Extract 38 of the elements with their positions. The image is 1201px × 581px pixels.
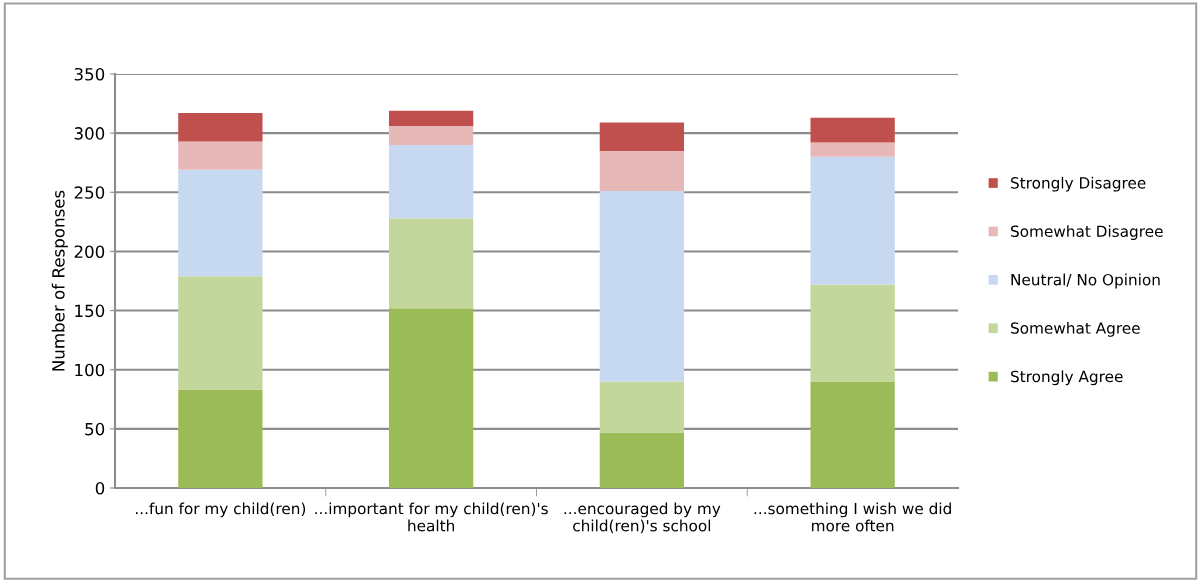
bar <box>178 141 263 170</box>
y-axis-title: Number of Responses <box>51 190 68 371</box>
y-tick-label: 350 <box>74 67 105 81</box>
bar <box>178 113 263 142</box>
y-tick-label: 300 <box>74 127 105 140</box>
bar <box>178 276 263 390</box>
y-tick-label: 150 <box>75 304 105 318</box>
x-tick-label: ...important for my child(ren)'s health <box>315 502 548 532</box>
x-tick-label: ...fun for my child(ren) <box>136 502 306 518</box>
legend-label: Somewhat Agree <box>1011 322 1140 337</box>
y-tick-label: 100 <box>75 363 105 377</box>
bar <box>388 144 474 219</box>
x-tick-label: ...something I wish we did more often <box>754 502 951 532</box>
legend-label: Somewhat Disagree <box>1011 225 1163 240</box>
bar <box>599 122 685 151</box>
y-tick-label: 250 <box>74 186 105 199</box>
bar <box>388 308 474 488</box>
bar <box>599 432 685 488</box>
y-tick-label: 50 <box>85 422 105 436</box>
legend-label: Strongly Disagree <box>1011 176 1146 192</box>
bar <box>599 191 685 382</box>
bar <box>178 389 263 488</box>
y-tick-label: 0 <box>95 481 105 495</box>
bar <box>178 169 263 277</box>
x-tick-label: ...encouraged by my child(ren)'s school <box>564 502 721 534</box>
bar <box>810 381 895 488</box>
bar <box>388 126 474 145</box>
bar <box>810 284 895 382</box>
bar <box>810 142 895 157</box>
legend-label: Strongly Agree <box>1011 370 1123 386</box>
legend-label: Neutral/ No Opinion <box>1011 273 1160 289</box>
bar <box>388 110 474 127</box>
bar <box>388 218 474 309</box>
y-tick-label: 200 <box>74 245 105 258</box>
bar <box>810 156 895 285</box>
bar <box>599 381 685 433</box>
bar <box>599 150 685 192</box>
bar <box>810 117 895 143</box>
